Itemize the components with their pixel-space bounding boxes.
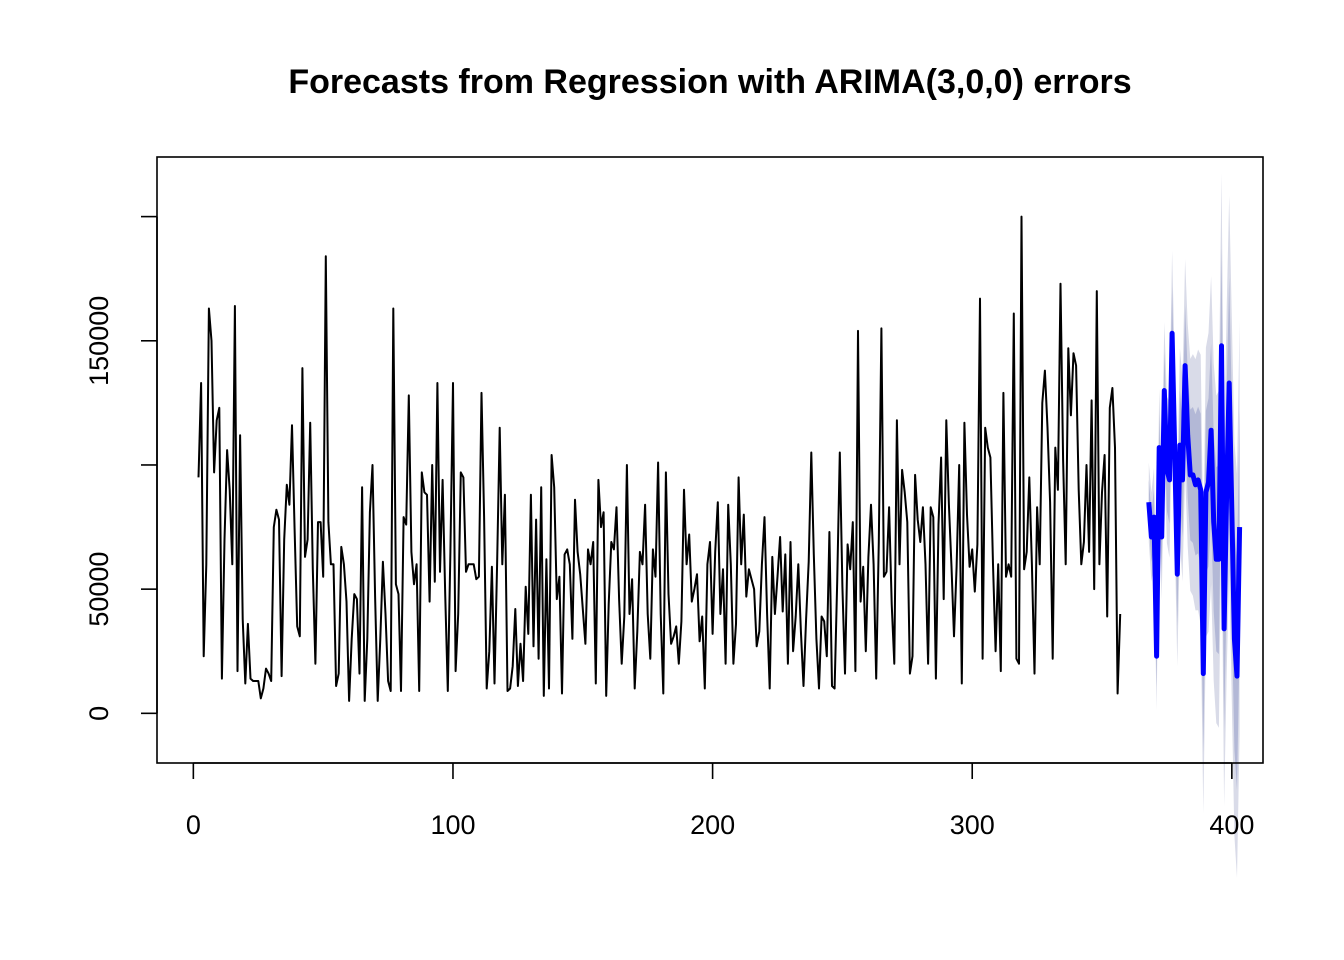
y-tick-label: 0: [84, 706, 114, 721]
forecast-series: [1146, 330, 1243, 679]
y-tick-label: 50000: [84, 552, 114, 627]
history-line: [197, 215, 1122, 702]
x-tick-label: 200: [690, 810, 735, 840]
x-tick-label: 100: [430, 810, 475, 840]
history-series: [197, 215, 1122, 702]
x-tick-label: 0: [186, 810, 201, 840]
x-tick-label: 300: [950, 810, 995, 840]
chart-title: Forecasts from Regression with ARIMA(3,0…: [288, 63, 1131, 101]
y-axis: 0 50000 150000: [84, 215, 158, 721]
x-tick-label: 400: [1209, 810, 1254, 840]
y-tick-label: 150000: [84, 296, 114, 386]
plot-frame: [156, 156, 1264, 764]
forecast-line: [1146, 330, 1243, 679]
x-axis: 0 100 200 300 400: [186, 762, 1254, 840]
